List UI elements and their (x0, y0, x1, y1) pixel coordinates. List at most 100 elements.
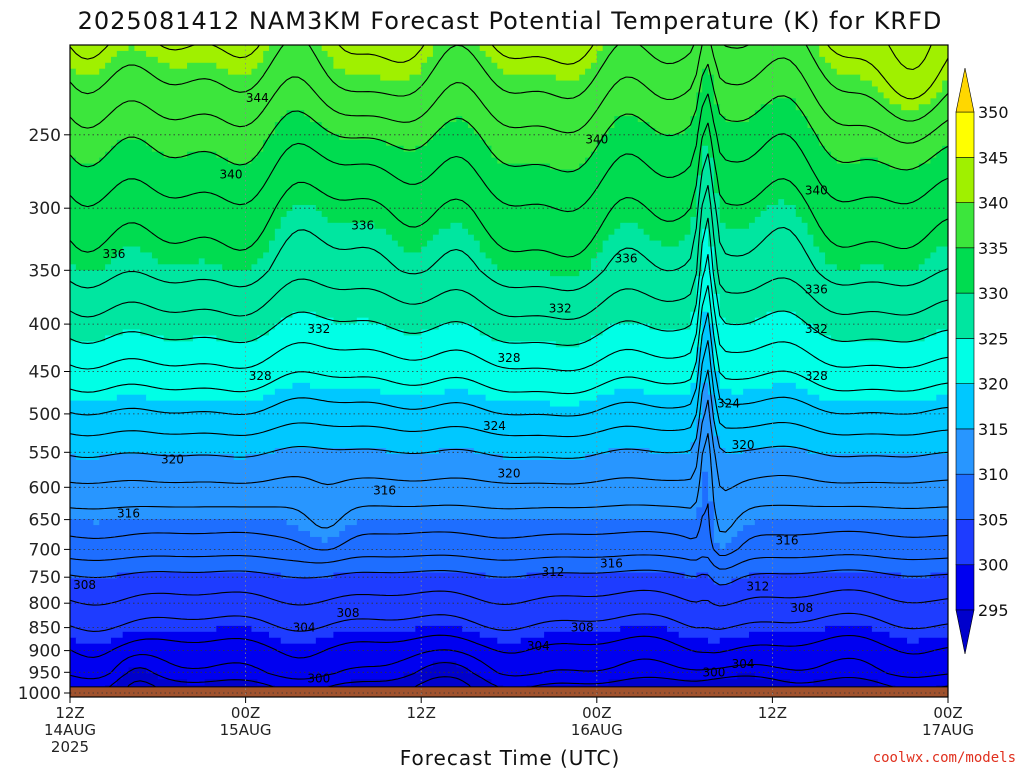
contour-label: 308 (337, 606, 360, 620)
fill-cell (70, 293, 697, 301)
contour-label: 316 (776, 534, 799, 548)
fill-cell (269, 246, 405, 254)
fill-cell (146, 667, 422, 674)
fill-cell (942, 80, 948, 88)
fill-cell (280, 637, 317, 645)
credit-text: coolwx.com/models (873, 750, 1016, 766)
fill-cell (690, 311, 703, 319)
fill-cell (134, 45, 270, 52)
fill-cell (637, 116, 692, 123)
contour-line-336 (70, 122, 948, 258)
fill-cell (222, 264, 253, 271)
fill-cell (725, 222, 750, 230)
fill-cell (702, 335, 715, 342)
fill-cell (70, 228, 276, 236)
fill-cell (263, 139, 387, 147)
fill-cell (690, 317, 703, 325)
fill-cell (70, 483, 703, 491)
contour-label: 324 (483, 419, 506, 433)
y-tick-label: 650 (29, 511, 61, 531)
fill-cell (163, 151, 188, 159)
fill-cell (116, 394, 147, 402)
fill-cell (748, 222, 809, 230)
y-tick-label: 550 (29, 443, 61, 463)
fill-cell (386, 139, 428, 147)
fill-cell (497, 637, 522, 645)
fill-cell (274, 127, 329, 135)
fill-cell (415, 625, 463, 633)
fill-cell (713, 282, 948, 289)
fill-cell (549, 400, 580, 408)
fill-cell (696, 276, 715, 283)
fill-cell (590, 62, 832, 70)
y-tick-label: 400 (29, 315, 61, 335)
fill-cell (70, 299, 697, 307)
contour-line-338 (70, 93, 948, 213)
fill-cell (257, 258, 493, 265)
contour-line-310 (70, 569, 948, 586)
fill-cell (690, 442, 721, 449)
fill-cell (122, 246, 141, 254)
contour-label: 328 (805, 369, 828, 383)
fill-cell (70, 536, 323, 544)
colorbar-tick-label: 335 (978, 239, 1009, 258)
fill-cell (772, 98, 797, 105)
contour-label: 328 (498, 351, 521, 365)
fill-cell (456, 661, 948, 668)
fill-cell (70, 347, 697, 354)
fill-cell (70, 542, 721, 550)
contour-label: 300 (307, 672, 330, 686)
fill-cell (719, 371, 948, 378)
fill-cell (386, 448, 440, 455)
contour-line-318 (70, 399, 948, 492)
fill-cell (99, 453, 235, 461)
fill-cell (702, 311, 709, 319)
fill-cell (269, 631, 334, 639)
fill-cell (608, 323, 651, 331)
fill-cell (713, 264, 838, 271)
fill-cell (70, 193, 697, 200)
fill-cell (696, 353, 715, 360)
fill-cell (907, 637, 920, 645)
fill-cell (309, 382, 692, 390)
fill-cell (696, 181, 715, 188)
fill-cell (719, 293, 948, 301)
fill-cell (274, 388, 381, 396)
x-tick-label: 00Z (582, 704, 611, 722)
fill-cell (713, 394, 820, 402)
fill-cell (608, 448, 651, 455)
fill-cell (462, 625, 621, 633)
fill-cell (280, 216, 329, 224)
contour-label: 336 (102, 247, 125, 261)
fill-cell (708, 228, 809, 236)
contour-line-316 (70, 433, 948, 533)
fill-cell (696, 92, 715, 99)
fill-cell (725, 116, 750, 123)
fill-cell (70, 572, 118, 580)
fill-cell (70, 45, 130, 52)
fill-cell (70, 323, 276, 331)
fill-cell (883, 92, 937, 99)
fill-cell (696, 193, 721, 200)
fill-cell (696, 98, 715, 105)
fill-cell (719, 193, 948, 200)
fill-cell (192, 335, 217, 342)
contour-label: 308 (571, 621, 594, 635)
contour-label: 304 (527, 639, 550, 653)
fill-cell (702, 388, 709, 396)
fill-cell (643, 388, 692, 396)
fill-cell (696, 299, 721, 307)
colorbar-tick-label: 295 (978, 601, 1009, 620)
fill-cell (918, 637, 948, 645)
fill-cell (708, 234, 814, 242)
fill-cell (614, 122, 651, 129)
fill-cell (70, 133, 270, 141)
fill-cell (450, 222, 463, 230)
fill-cell (70, 501, 703, 508)
fill-cell (228, 157, 253, 165)
fill-cell (713, 80, 873, 88)
colorbar-tick-label: 350 (978, 103, 1009, 122)
fill-cell (743, 448, 809, 455)
x-tick-label: 17AUG (922, 721, 974, 739)
fill-cell (116, 679, 188, 686)
